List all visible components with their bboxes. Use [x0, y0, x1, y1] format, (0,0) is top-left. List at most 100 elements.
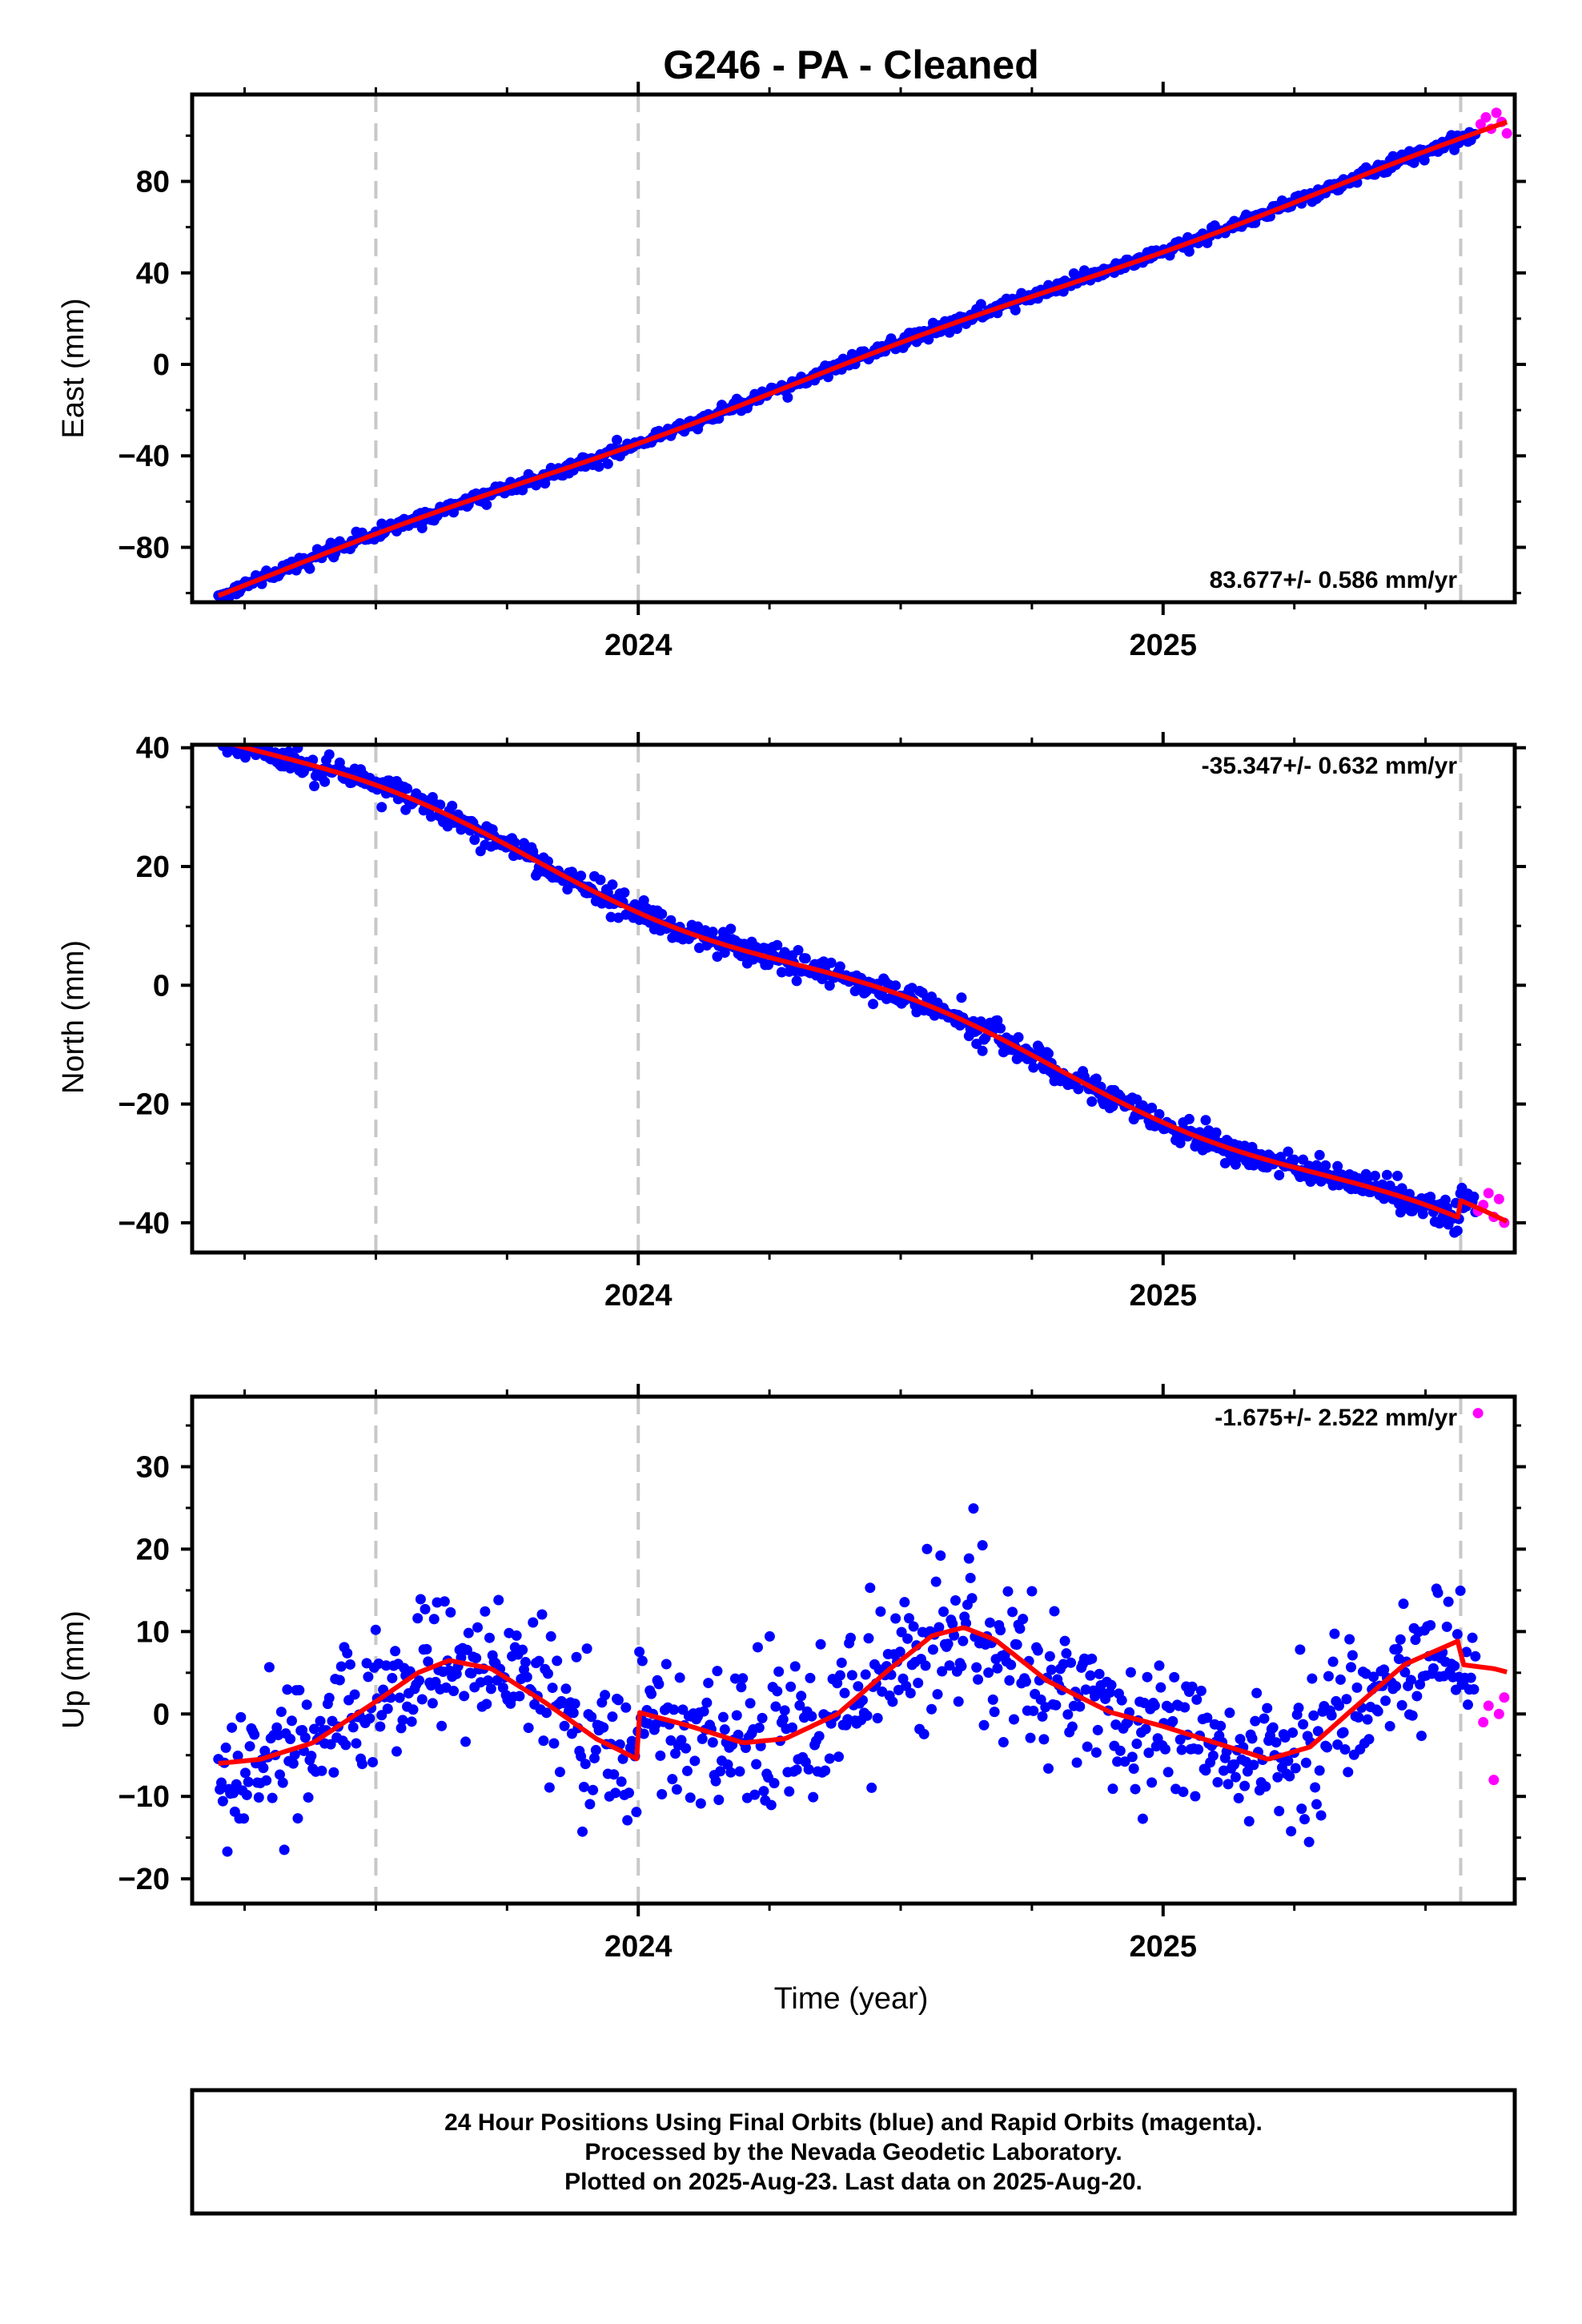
final-orbit-point: [1146, 1777, 1158, 1788]
final-orbit-point: [275, 1769, 286, 1780]
final-orbit-point: [590, 1744, 601, 1755]
final-orbit-point: [1308, 1710, 1319, 1721]
final-orbit-point: [1468, 1684, 1480, 1695]
final-orbit-point: [977, 1045, 988, 1056]
final-orbit-point: [1043, 1763, 1054, 1774]
final-orbit-point: [875, 1606, 886, 1617]
final-orbit-point: [903, 1613, 914, 1624]
final-orbit-point: [1338, 1727, 1349, 1738]
final-orbit-point: [813, 1731, 825, 1742]
final-orbit-point: [1323, 1671, 1334, 1682]
y-tick-label: −10: [118, 1780, 170, 1814]
final-orbit-point: [808, 1791, 819, 1803]
final-orbit-point: [1335, 1674, 1346, 1685]
final-orbit-point: [920, 1660, 931, 1671]
final-orbit-point: [285, 1734, 296, 1745]
final-orbit-point: [325, 1739, 336, 1750]
final-orbit-point: [1326, 1710, 1337, 1721]
model-fit-line: [225, 745, 1508, 1224]
final-orbit-point: [1329, 1628, 1340, 1639]
final-orbit-point: [956, 992, 967, 1003]
final-orbit-point: [860, 1669, 871, 1680]
final-orbit-point: [617, 1753, 628, 1764]
final-orbit-point: [1262, 1703, 1273, 1714]
final-orbit-point: [1200, 1115, 1211, 1126]
final-orbit-point: [1369, 1170, 1380, 1181]
final-orbit-point: [299, 1732, 311, 1743]
final-orbit-point: [340, 1739, 351, 1751]
final-orbit-point: [764, 1630, 775, 1642]
final-orbit-point: [608, 1769, 620, 1780]
final-orbit-point: [1146, 1102, 1158, 1113]
final-orbit-point: [581, 1643, 592, 1655]
final-orbit-point: [447, 800, 458, 811]
final-orbit-point: [938, 1606, 950, 1618]
final-orbit-point: [282, 1684, 293, 1695]
final-orbit-point: [1392, 1643, 1403, 1655]
final-orbit-point: [674, 1672, 685, 1683]
final-orbit-point: [380, 1660, 391, 1671]
final-orbit-point: [436, 1720, 448, 1731]
final-orbit-point: [1028, 1062, 1039, 1073]
final-orbit-point: [439, 1596, 450, 1607]
final-orbit-point: [619, 887, 630, 899]
final-orbit-point: [607, 879, 618, 891]
final-orbit-point: [758, 1786, 769, 1797]
final-orbit-point: [1142, 1671, 1153, 1683]
final-orbit-point: [995, 1023, 1006, 1034]
final-orbit-point: [390, 1646, 401, 1657]
final-orbit-point: [1224, 1707, 1235, 1719]
final-orbit-point: [1271, 1737, 1282, 1748]
final-orbit-point: [1200, 1765, 1211, 1776]
final-orbit-point: [548, 1738, 560, 1749]
final-orbit-point: [263, 1662, 275, 1673]
rapid-orbit-point: [1491, 107, 1502, 119]
final-orbit-point: [234, 733, 244, 743]
final-orbit-point: [460, 1736, 472, 1747]
final-orbit-point: [394, 1692, 405, 1703]
final-orbit-point: [836, 1657, 847, 1668]
final-orbit-point: [1126, 1751, 1138, 1763]
final-orbit-point: [1344, 1634, 1355, 1645]
final-orbit-point: [638, 1728, 649, 1739]
final-orbit-point: [595, 875, 606, 886]
north-panel: −40 −20 0 20 40 2024 2025 North (mm) -35.347+/- …: [57, 732, 1526, 1313]
final-orbit-point: [588, 1784, 599, 1795]
final-orbit-point: [1014, 1623, 1026, 1634]
final-orbit-point: [1183, 1113, 1195, 1124]
final-orbit-point: [584, 1799, 596, 1810]
final-orbit-point: [983, 1667, 994, 1679]
final-orbit-point: [669, 1704, 680, 1715]
final-orbit-point: [1334, 1700, 1345, 1711]
final-orbit-point: [511, 1630, 522, 1641]
final-orbit-point: [528, 1617, 539, 1628]
final-orbit-point: [1086, 1653, 1098, 1664]
final-orbit-point: [557, 1697, 568, 1708]
final-orbit-point: [1295, 1644, 1306, 1655]
final-orbit-point: [1211, 1127, 1222, 1138]
final-orbit-point: [1183, 246, 1195, 257]
final-orbit-point: [347, 1722, 359, 1733]
final-orbit-point: [1379, 1664, 1390, 1675]
final-orbit-point: [514, 1691, 525, 1702]
final-orbit-point: [890, 1613, 901, 1624]
final-orbit-point: [834, 1670, 845, 1681]
final-orbit-point: [1398, 1598, 1409, 1610]
final-orbit-point: [713, 1794, 725, 1805]
final-orbit-point: [661, 1659, 672, 1670]
final-orbit-point: [763, 959, 774, 971]
final-orbit-point: [232, 1750, 243, 1761]
final-orbit-point: [665, 1735, 677, 1746]
final-orbit-point: [1202, 1712, 1213, 1723]
final-orbit-point: [1300, 1757, 1311, 1768]
final-orbit-point: [1351, 1682, 1363, 1693]
final-orbit-point: [1037, 1711, 1048, 1722]
final-orbit-point: [1467, 1632, 1478, 1643]
final-orbit-point: [244, 1741, 255, 1752]
final-orbit-point: [1465, 1672, 1476, 1683]
final-orbit-point: [227, 1722, 238, 1733]
final-orbit-point: [787, 1722, 798, 1733]
final-orbit-point: [770, 1701, 781, 1712]
final-orbit-point: [375, 1721, 386, 1732]
final-orbit-point: [1186, 1681, 1198, 1692]
